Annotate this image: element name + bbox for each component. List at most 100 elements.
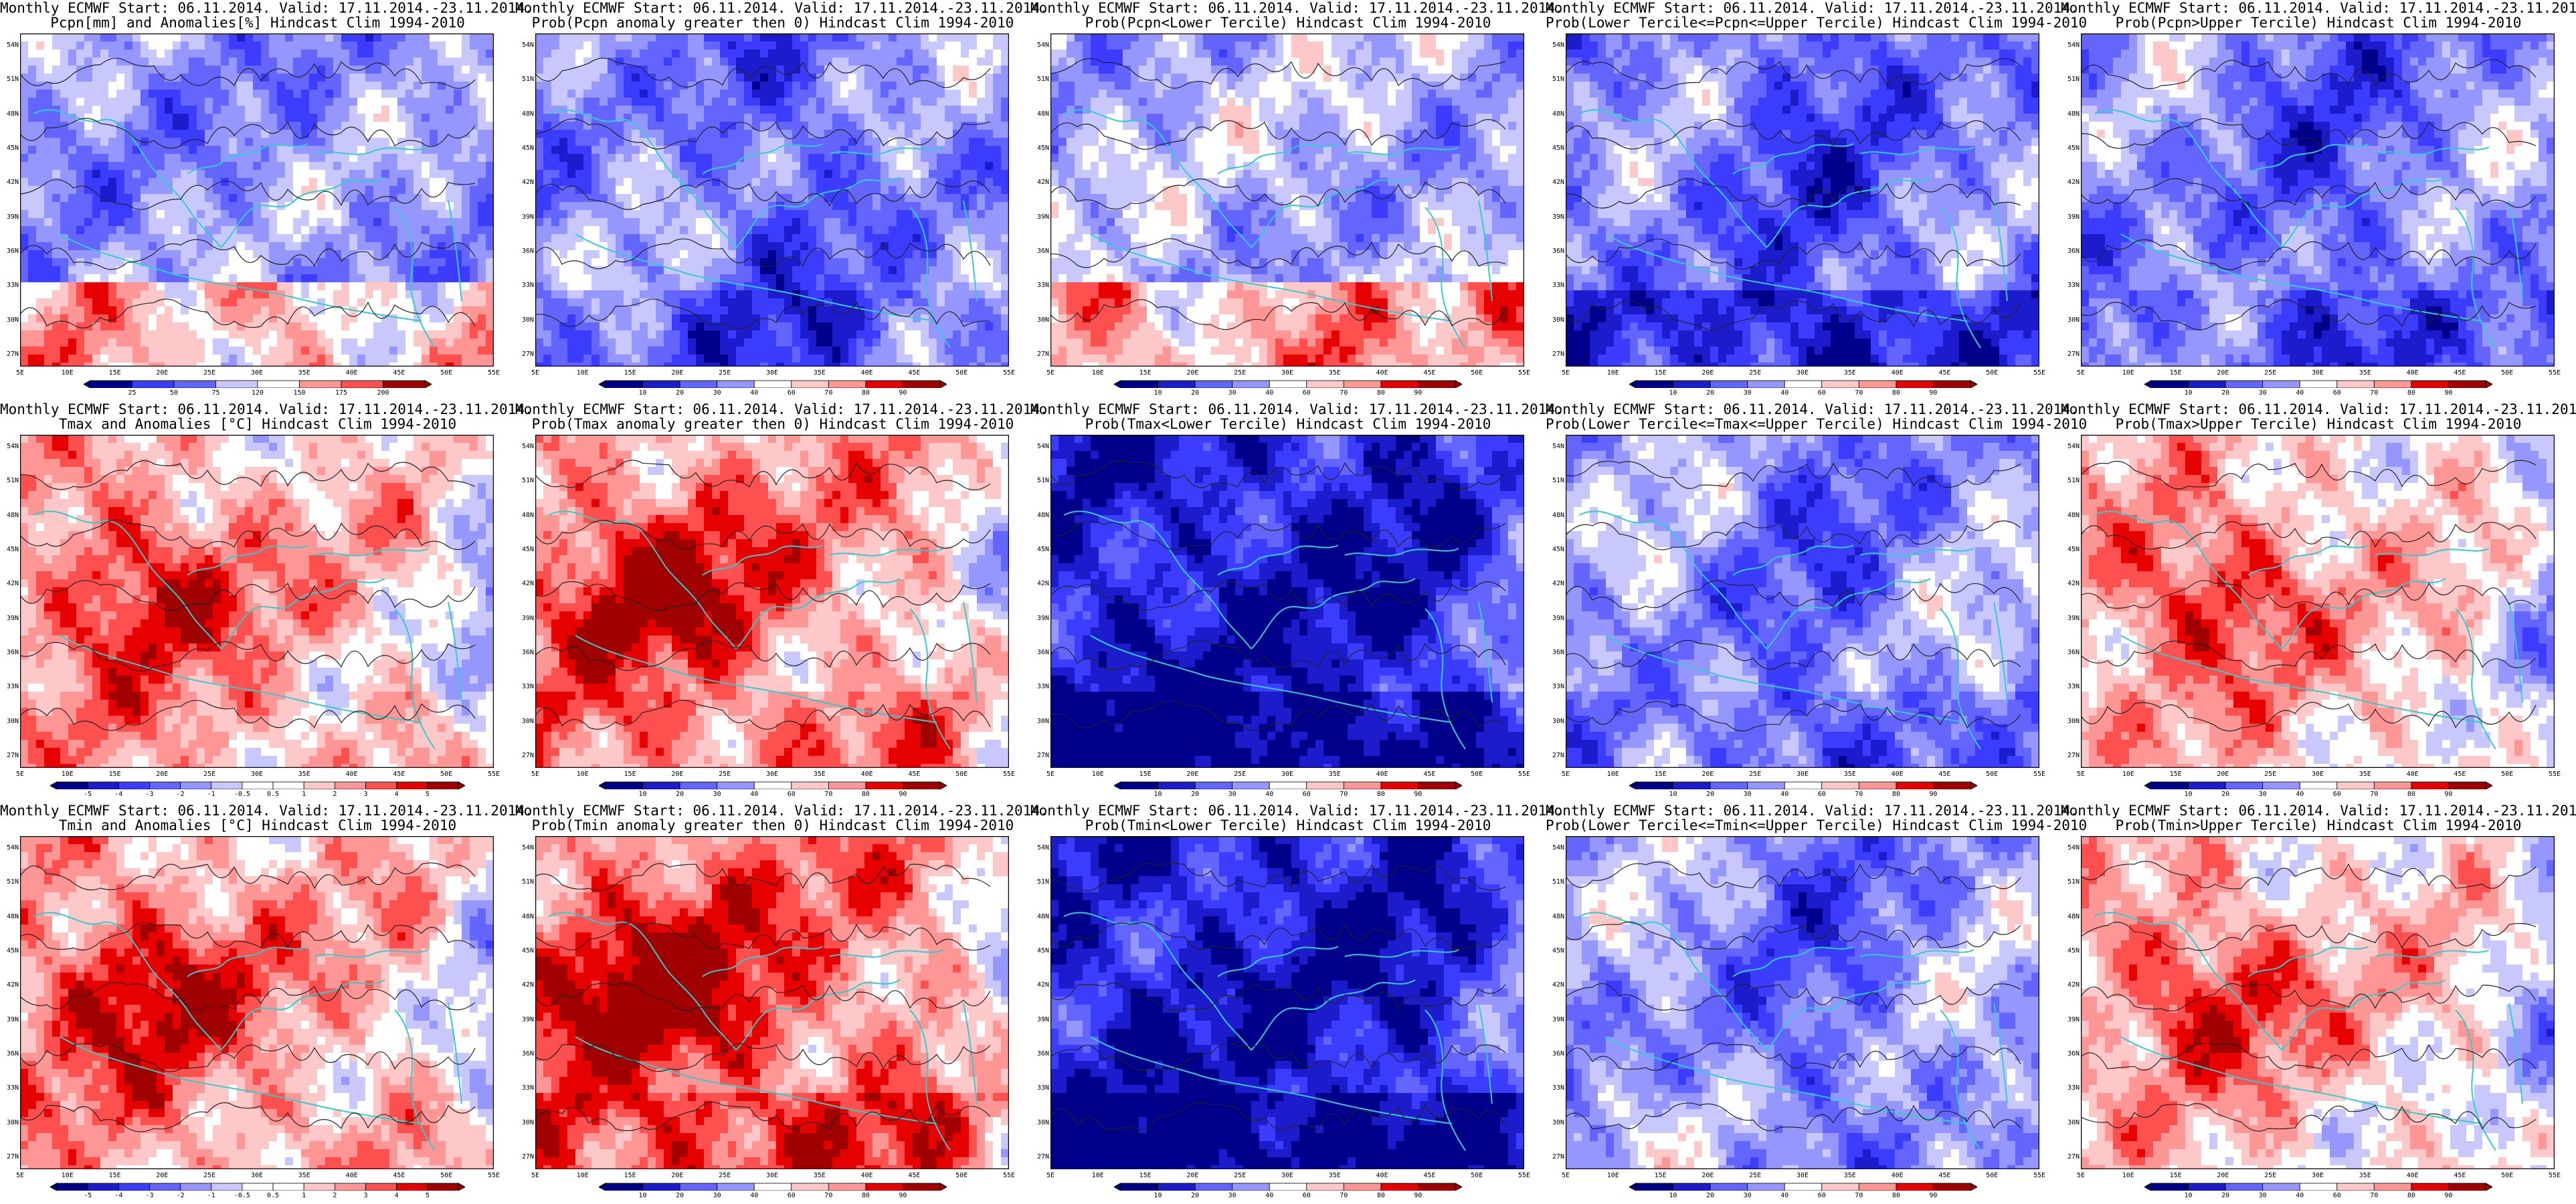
colorbar [50,781,465,789]
lat-label: 48N [1546,512,1564,519]
panel-title-line2: Tmin and Anomalies [°C] Hindcast Clim 19… [0,817,515,833]
lon-label: 5E [1562,1172,1570,1179]
lon-label: 15E [2170,771,2182,778]
colorbar-segment [1858,380,1897,388]
lat-label: 54N [515,41,534,49]
lon-label: 15E [1139,1172,1152,1179]
panel-title-line1: Monthly ECMWF Start: 06.11.2014. Valid: … [0,803,533,819]
colorbar-segment [1747,1183,1785,1191]
lat-label: 33N [0,282,19,289]
lat-label: 48N [0,913,19,920]
lat-label: 36N [1030,1050,1049,1058]
lon-label: 40E [861,1172,873,1179]
panel-title-line2: Prob(Pcpn anomaly greater then 0) Hindca… [515,15,1030,31]
colorbar-segment [903,1183,941,1191]
colorbar-max-arrow [1970,380,1977,388]
lat-label: 48N [1546,110,1564,118]
lon-label: 10E [1092,1172,1104,1179]
colorbar-segment [2299,380,2338,388]
lat-label: 45N [1030,144,1049,152]
colorbar-label: 60 [2333,1192,2341,1199]
panel-title-line2: Prob(Pcpn<Lower Tercile) Hindcast Clim 1… [1030,15,1546,31]
lat-label: 33N [515,282,534,289]
lat-label: 42N [1030,179,1049,186]
colorbar-segment [1821,1183,1859,1191]
lat-label: 54N [1546,41,1564,49]
colorbar-label: 40 [1265,389,1273,397]
colorbar-segment [2225,781,2264,789]
colorbar-label: 90 [2444,791,2452,798]
colorbar-segment [2373,1183,2412,1191]
lon-label: 30E [1281,1172,1293,1179]
colorbar-label: 5 [426,1192,430,1199]
colorbar-label: 40 [2296,791,2304,798]
colorbar-segment [1306,380,1344,388]
colorbar-label: 60 [2333,791,2341,798]
colorbar [599,380,947,388]
colorbar-label: 20 [2221,389,2229,397]
lon-label: 10E [62,771,74,778]
lon-label: 20E [156,369,168,377]
colorbar-segment [1821,380,1859,388]
colorbar-label: 40 [2296,1192,2304,1199]
colorbar-segment [1710,1183,1748,1191]
colorbar-label: 90 [1929,389,1937,397]
colorbar-label: 70 [824,1192,832,1199]
lat-label: 51N [515,477,534,484]
colorbar-segment [1747,380,1785,388]
colorbar-segment [383,380,426,388]
lon-label: 30E [766,1172,778,1179]
colorbar-segment [396,1183,428,1191]
colorbar-segment [1120,380,1158,388]
colorbar-label: 150 [293,389,305,397]
colorbar-label: 10 [1154,1192,1162,1199]
colorbar-label: 40 [1265,1192,1273,1199]
colorbar-segment [1635,380,1673,388]
colorbar-segment [2262,781,2300,789]
colorbar-label: 60 [1818,1192,1826,1199]
lon-label: 25E [1234,369,1246,377]
colorbar-min-arrow [50,781,58,789]
lon-label: 50E [955,771,968,778]
lon-label: 10E [1607,369,1619,377]
lat-label: 36N [2061,247,2080,255]
colorbar-max-arrow [1970,1183,1977,1191]
lon-label: 40E [1892,771,1904,778]
lon-label: 55E [488,771,500,778]
forecast-field [1050,836,1524,1169]
colorbar-segment [2336,781,2375,789]
lat-label: 27N [1030,752,1049,759]
colorbar-label: -4 [114,1192,122,1199]
colorbar-label: 90 [1929,791,1937,798]
colorbar-label: 90 [2444,1192,2452,1199]
lat-label: 30N [2061,1119,2080,1126]
colorbar [50,1183,465,1191]
lat-label: 30N [2061,718,2080,725]
lat-label: 48N [2061,110,2080,118]
colorbar-segment [56,781,88,789]
forecast-field [1566,435,2039,768]
colorbar-label: 2 [333,791,337,798]
lon-label: 50E [2501,369,2513,377]
lat-label: 42N [0,580,19,587]
colorbar-min-arrow [599,781,606,789]
colorbar-label: 90 [899,791,907,798]
lat-label: 48N [515,110,534,118]
lon-label: 30E [251,1172,263,1179]
colorbar-min-arrow [2144,380,2152,388]
map-area [2081,836,2555,1169]
colorbar-segment [1821,781,1859,789]
colorbar-segment [2448,1183,2486,1191]
lat-label: 45N [2061,144,2080,152]
colorbar-segment [2411,1183,2449,1191]
lon-label: 55E [2033,771,2045,778]
colorbar-segment [118,781,150,789]
map-panel-r1c3: Monthly ECMWF Start: 06.11.2014. Valid: … [1030,0,1564,401]
colorbar-segment [1158,781,1196,789]
lon-label: 20E [2217,369,2229,377]
lon-label: 15E [2170,369,2182,377]
lat-label: 36N [1546,1050,1564,1058]
lon-label: 50E [1471,1172,1483,1179]
lat-label: 30N [515,718,534,725]
lat-label: 42N [1546,981,1564,989]
